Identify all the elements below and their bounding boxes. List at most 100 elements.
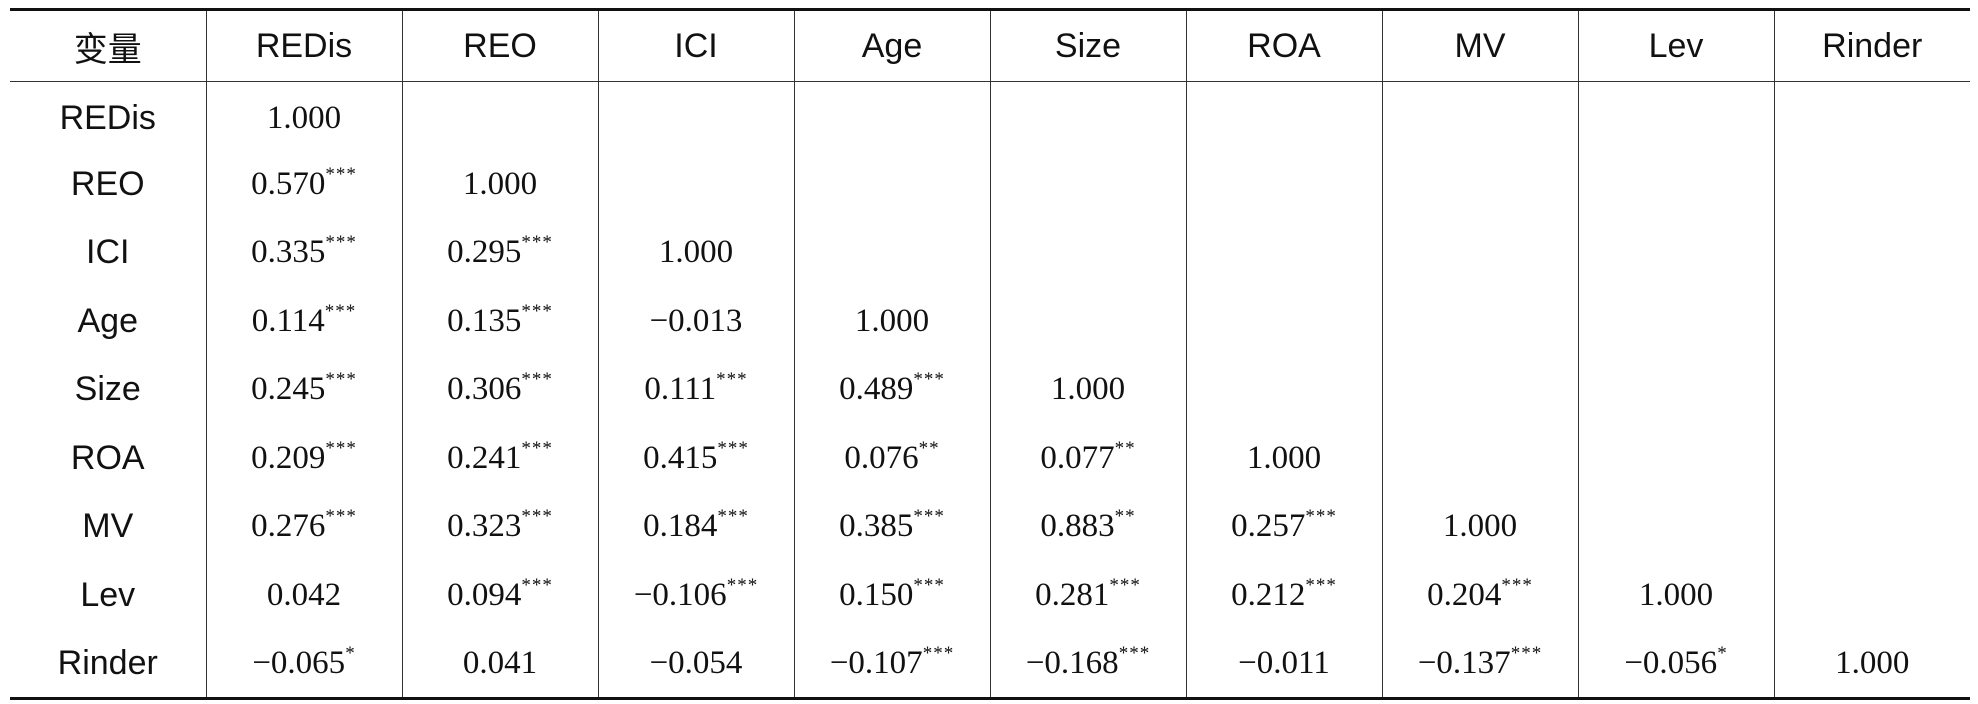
empty-cell xyxy=(1577,492,1774,561)
significance-stars: * xyxy=(1717,642,1728,664)
coefficient-value: −0.065 xyxy=(252,644,346,681)
significance-stars: *** xyxy=(521,232,553,254)
significance-stars: *** xyxy=(325,506,357,528)
significance-stars: *** xyxy=(1305,574,1337,596)
empty-cell xyxy=(989,81,1186,150)
correlation-cell: 0.209*** xyxy=(205,424,402,493)
correlation-cell: −0.065* xyxy=(205,629,402,698)
coefficient-value: 0.281 xyxy=(1035,576,1110,613)
empty-cell xyxy=(1773,561,1970,630)
column-header-mv: MV xyxy=(1381,9,1578,82)
coefficient-value: 0.257 xyxy=(1231,508,1306,545)
significance-stars: *** xyxy=(1118,642,1151,664)
column-header-age: Age xyxy=(793,9,990,82)
empty-cell xyxy=(1185,81,1382,150)
correlation-cell: −0.168*** xyxy=(989,629,1186,698)
coefficient-value: 0.335 xyxy=(251,234,326,271)
row-label-lev: Lev xyxy=(80,575,136,614)
empty-cell xyxy=(1185,218,1382,287)
correlation-cell: 0.883** xyxy=(989,492,1186,561)
empty-cell xyxy=(1773,424,1970,493)
correlation-cell: 0.295*** xyxy=(401,218,598,287)
empty-cell xyxy=(1381,287,1578,356)
coefficient-value: 1.000 xyxy=(1638,576,1714,613)
significance-stars: *** xyxy=(913,574,945,596)
significance-stars: *** xyxy=(716,369,748,391)
table-row: Size 0.245*** 0.306*** 0.111*** 0.489*** 1.00… xyxy=(10,355,1970,424)
significance-stars: *** xyxy=(325,369,357,391)
empty-cell xyxy=(1773,81,1970,150)
coefficient-value: 0.306 xyxy=(447,371,522,408)
correlation-cell: 0.415*** xyxy=(597,424,794,493)
column-header-size: Size xyxy=(989,9,1186,82)
empty-cell xyxy=(989,287,1186,356)
correlation-cell: 0.077** xyxy=(989,424,1186,493)
significance-stars: *** xyxy=(324,300,357,322)
empty-cell xyxy=(1381,424,1578,493)
correlation-cell: 0.306*** xyxy=(401,355,598,424)
coefficient-value: 0.209 xyxy=(251,439,326,476)
empty-cell xyxy=(1185,287,1382,356)
coefficient-value: 0.212 xyxy=(1231,576,1306,613)
correlation-cell: −0.054 xyxy=(597,629,794,698)
coefficient-value: 0.570 xyxy=(251,165,326,202)
correlation-cell: 1.000 xyxy=(989,355,1186,424)
empty-cell xyxy=(1577,287,1774,356)
coefficient-value: −0.011 xyxy=(1238,644,1330,681)
coefficient-value: 1.000 xyxy=(658,234,734,271)
correlation-cell: 1.000 xyxy=(1381,492,1578,561)
significance-stars: * xyxy=(345,642,356,664)
row-label-redis: REDis xyxy=(59,98,156,137)
empty-cell xyxy=(989,150,1186,219)
empty-cell xyxy=(1773,287,1970,356)
coefficient-value: −0.013 xyxy=(649,302,743,339)
table-row: REO 0.570*** 1.000 xyxy=(10,150,1970,219)
correlation-table: 变量 REDis REO ICI Age Size ROA MV Lev Rinder REDi… xyxy=(10,8,1970,700)
row-label-reo: REO xyxy=(70,164,145,203)
correlation-cell: 0.076** xyxy=(793,424,990,493)
empty-cell xyxy=(989,218,1186,287)
empty-cell xyxy=(793,81,990,150)
column-header-lev: Lev xyxy=(1577,9,1774,82)
significance-stars: *** xyxy=(521,369,553,391)
correlation-cell: 0.042 xyxy=(205,561,402,630)
significance-stars: *** xyxy=(717,506,749,528)
coefficient-value: 0.276 xyxy=(251,508,326,545)
empty-cell xyxy=(1185,355,1382,424)
significance-stars: *** xyxy=(325,437,357,459)
significance-stars: *** xyxy=(521,437,553,459)
significance-stars: *** xyxy=(1109,574,1141,596)
significance-stars: ** xyxy=(1114,437,1136,459)
column-header-rinder: Rinder xyxy=(1773,9,1970,82)
correlation-cell: 0.570*** xyxy=(205,150,402,219)
significance-stars: *** xyxy=(521,300,553,322)
correlation-cell: −0.106*** xyxy=(597,561,794,630)
coefficient-value: 0.184 xyxy=(643,508,718,545)
coefficient-value: 0.111 xyxy=(644,371,717,408)
table-row: REDis 1.000 xyxy=(10,81,1970,150)
coefficient-value: 1.000 xyxy=(1050,371,1126,408)
correlation-cell: 0.241*** xyxy=(401,424,598,493)
coefficient-value: 1.000 xyxy=(1835,644,1910,681)
correlation-cell: 0.114*** xyxy=(205,287,402,356)
correlation-cell: −0.137*** xyxy=(1381,629,1578,698)
coefficient-value: −0.137 xyxy=(1417,644,1511,681)
correlation-cell: 0.276*** xyxy=(205,492,402,561)
empty-cell xyxy=(793,150,990,219)
significance-stars: *** xyxy=(1510,642,1543,664)
correlation-cell: 0.335*** xyxy=(205,218,402,287)
row-label-mv: MV xyxy=(82,507,134,546)
column-header-ici: ICI xyxy=(597,9,794,82)
correlation-cell: 1.000 xyxy=(1773,629,1970,698)
correlation-cell: 1.000 xyxy=(1185,424,1382,493)
row-label-rinder: Rinder xyxy=(57,643,158,682)
table-row: MV 0.276*** 0.323*** 0.184*** 0.385*** 0.883*… xyxy=(10,492,1970,561)
coefficient-value: 0.077 xyxy=(1040,439,1115,476)
coefficient-value: 0.076 xyxy=(844,439,919,476)
significance-stars: *** xyxy=(717,437,749,459)
empty-cell xyxy=(1381,218,1578,287)
column-header-roa: ROA xyxy=(1185,9,1382,82)
correlation-cell: 0.184*** xyxy=(597,492,794,561)
coefficient-value: −0.106 xyxy=(633,576,727,613)
coefficient-value: 0.150 xyxy=(839,576,914,613)
